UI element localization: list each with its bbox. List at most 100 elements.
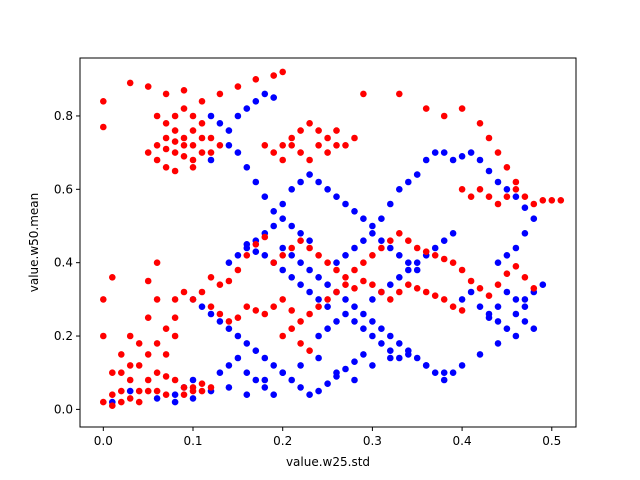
data-point (198, 380, 206, 388)
data-point (494, 178, 502, 186)
data-point (324, 303, 331, 311)
data-point (485, 193, 493, 200)
data-point (387, 296, 394, 303)
data-point (198, 98, 206, 105)
data-point (207, 384, 215, 391)
data-point (396, 354, 403, 362)
data-point (530, 215, 538, 222)
data-point (207, 149, 215, 156)
x-tick-label: 0.3 (363, 434, 382, 448)
data-point (144, 149, 152, 156)
data-point (243, 164, 251, 171)
data-point (539, 281, 547, 289)
data-point (189, 395, 197, 402)
data-point (297, 127, 304, 134)
x-tick-label: 0.0 (94, 434, 113, 448)
data-point (503, 288, 511, 296)
data-point (315, 274, 322, 281)
data-point (458, 105, 466, 112)
data-point (279, 266, 287, 274)
data-point (100, 296, 107, 303)
y-axis-ticks: 0.0 0.2 0.4 0.6 0.8 (54, 109, 80, 416)
data-point (494, 149, 502, 156)
data-point (198, 303, 206, 311)
data-point (449, 156, 457, 164)
data-point (458, 153, 466, 160)
data-point (315, 332, 322, 340)
data-point (351, 244, 358, 252)
data-point (333, 127, 340, 134)
data-point (261, 376, 269, 384)
data-point (180, 288, 188, 296)
data-point (396, 90, 403, 98)
data-point (449, 369, 457, 377)
data-point (270, 72, 278, 79)
data-point (171, 138, 179, 145)
data-point (279, 68, 287, 76)
data-point (279, 332, 287, 340)
data-point (171, 314, 179, 322)
data-point (261, 310, 269, 318)
data-point (324, 281, 331, 289)
data-point (351, 285, 358, 292)
data-point (189, 156, 197, 164)
data-point (180, 384, 188, 391)
data-point (485, 167, 493, 175)
data-point (261, 142, 269, 149)
data-point (369, 252, 376, 259)
data-point (216, 369, 224, 377)
data-point (288, 186, 296, 193)
data-point (351, 208, 358, 215)
data-point (315, 252, 322, 259)
data-point (440, 237, 448, 244)
data-point (162, 351, 170, 358)
data-point (144, 387, 152, 395)
data-point (207, 274, 215, 281)
data-point (297, 259, 304, 267)
data-point (324, 380, 331, 388)
data-point (458, 186, 466, 193)
data-point (360, 351, 367, 358)
data-point (234, 83, 242, 90)
x-tick-label: 0.1 (183, 434, 202, 448)
data-point (315, 387, 322, 395)
data-point (351, 376, 358, 384)
data-point (279, 156, 287, 164)
data-point (234, 314, 242, 322)
data-point (126, 332, 134, 340)
data-point (360, 215, 367, 222)
data-point (387, 354, 394, 362)
data-point (243, 303, 251, 311)
data-point (288, 134, 296, 142)
data-point (306, 237, 313, 244)
data-point (449, 230, 457, 237)
data-point (405, 266, 412, 274)
data-point (252, 248, 260, 255)
data-point (494, 259, 502, 267)
data-point (234, 112, 242, 120)
data-point (342, 252, 349, 259)
data-point (369, 281, 376, 289)
data-point (396, 186, 403, 193)
data-point (306, 347, 313, 355)
data-point (109, 369, 116, 377)
data-point (306, 391, 313, 399)
data-point (270, 208, 278, 215)
data-point (243, 391, 251, 399)
data-point (333, 288, 340, 296)
data-point (297, 230, 304, 237)
data-point (521, 296, 529, 303)
x-axis-ticks: 0.0 0.1 0.2 0.3 0.4 0.5 (94, 427, 561, 448)
data-point (207, 156, 215, 164)
data-point (476, 303, 484, 311)
data-point (440, 255, 448, 263)
data-point (342, 296, 349, 303)
data-point (512, 263, 520, 270)
data-point (288, 222, 296, 230)
data-point (440, 296, 448, 303)
data-point (234, 266, 242, 274)
data-point (189, 384, 197, 391)
data-point (144, 83, 152, 90)
data-point (153, 259, 161, 267)
